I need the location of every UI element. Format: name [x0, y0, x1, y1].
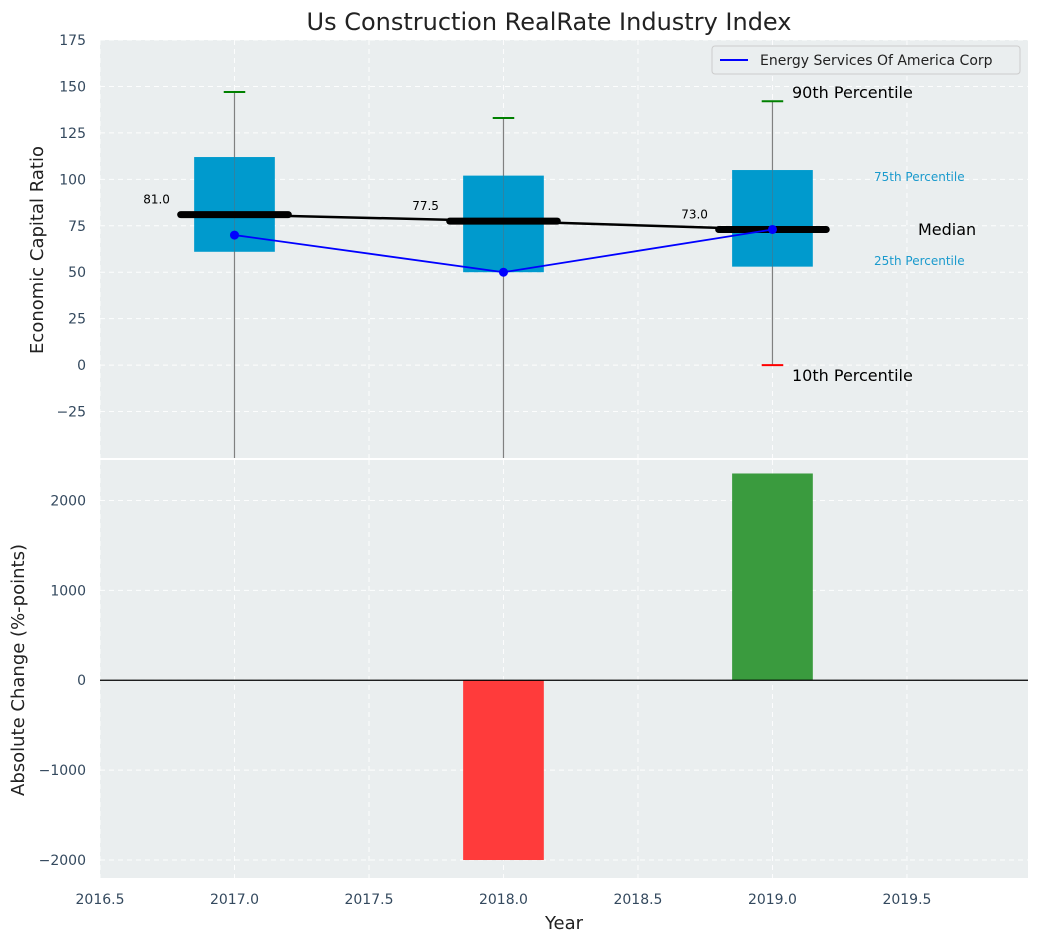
bottom-y-tick-label: −2000: [39, 853, 86, 869]
median-value-label: 81.0: [143, 193, 170, 207]
boxplots: 81.0 77.5 73.0: [143, 91, 830, 458]
legend-label: Energy Services Of America Corp: [760, 53, 993, 69]
top-y-tick-label: 0: [77, 358, 86, 374]
top-grid: [99, 39, 1028, 458]
bottom-y-ticks: 2000 1000 0 −1000 −2000: [39, 493, 86, 869]
x-tick-label: 2019.5: [882, 892, 931, 908]
bottom-y-tick-label: 0: [77, 673, 86, 689]
top-y-tick-label: 25: [68, 312, 86, 328]
bottom-y-tick-label: 2000: [50, 493, 86, 509]
top-y-ticks: 175 150 125 100 75 50 25 0 −25: [56, 33, 86, 421]
top-y-tick-label: 125: [59, 126, 86, 142]
annotation-p10: 10th Percentile: [792, 366, 913, 385]
annotation-p75: 75th Percentile: [874, 170, 965, 184]
series-layer: [229, 213, 777, 277]
top-y-tick-label: 150: [59, 79, 86, 95]
x-ticks: 2016.5 2017.0 2017.5 2018.0 2018.5 2019.0 2019…: [76, 892, 932, 908]
chart-title: Us Construction RealRate Industry Index: [307, 8, 792, 36]
x-tick-label: 2018.5: [613, 892, 662, 908]
annotation-median: Median: [918, 220, 976, 239]
median-value-label: 77.5: [412, 199, 439, 213]
change-bar: [463, 680, 544, 861]
top-y-tick-label: 75: [68, 219, 86, 235]
percentile-annotations: 90th Percentile 75th Percentile Median 2…: [792, 83, 976, 385]
bottom-y-axis-title: Absolute Change (%-points): [8, 544, 29, 796]
median-value-label: 73.0: [681, 207, 708, 221]
company-series-point: [498, 267, 508, 277]
change-bars: [100, 473, 1028, 861]
x-axis-title: Year: [544, 913, 584, 934]
x-tick-label: 2017.0: [210, 892, 259, 908]
median-trend-line: [234, 213, 773, 231]
x-tick-label: 2016.5: [76, 892, 125, 908]
company-series-point: [767, 224, 777, 234]
legend: Energy Services Of America Corp: [711, 45, 1021, 75]
bottom-y-tick-label: −1000: [39, 763, 86, 779]
bottom-plot-area: [100, 460, 1028, 878]
legend-box: [711, 45, 1021, 75]
company-series-point: [229, 230, 239, 240]
top-y-axis-title: Economic Capital Ratio: [27, 146, 48, 354]
change-bar: [732, 473, 813, 681]
x-tick-label: 2019.0: [748, 892, 797, 908]
x-tick-label: 2018.0: [479, 892, 528, 908]
top-y-tick-label: 100: [59, 172, 86, 188]
bottom-y-tick-label: 1000: [50, 583, 86, 599]
top-y-tick-label: 175: [59, 33, 86, 49]
x-tick-label: 2017.5: [344, 892, 393, 908]
top-y-tick-label: −25: [56, 405, 86, 421]
top-y-tick-label: 50: [68, 265, 86, 281]
annotation-p90: 90th Percentile: [792, 83, 913, 102]
annotation-p25: 25th Percentile: [874, 254, 965, 268]
